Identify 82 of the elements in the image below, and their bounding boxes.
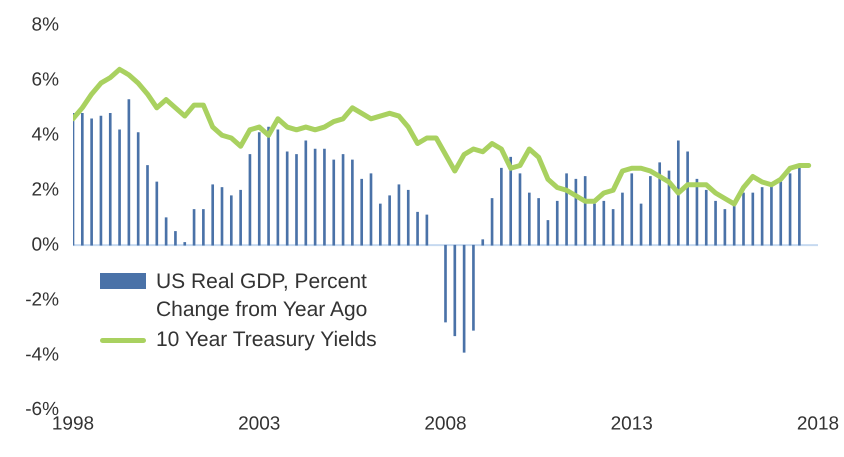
bar	[239, 190, 242, 246]
bar	[621, 192, 624, 246]
bar	[378, 204, 382, 246]
bar	[258, 132, 261, 246]
bar	[500, 168, 503, 246]
bar	[668, 170, 670, 246]
bar	[360, 178, 364, 246]
bar	[760, 187, 764, 246]
bar	[108, 112, 112, 246]
y-tick-label: 4%	[32, 124, 60, 146]
bar	[174, 231, 177, 246]
bar	[118, 129, 121, 246]
x-tick-label: 2008	[424, 414, 467, 435]
bar	[286, 151, 289, 246]
bar	[164, 217, 168, 246]
bar	[80, 112, 84, 246]
bar	[90, 118, 93, 246]
x-tick-label: 2013	[610, 414, 653, 435]
bar	[351, 160, 354, 246]
bar	[602, 200, 606, 246]
bar	[751, 192, 754, 246]
bar	[211, 184, 214, 246]
y-tick-label: -2%	[25, 289, 60, 310]
legend-label: US Real GDP, Percent Change from Year Ago	[156, 269, 368, 323]
bar	[406, 190, 410, 246]
bar	[649, 176, 652, 246]
bar	[724, 209, 726, 246]
legend-label: 10 Year Treasury Yields	[156, 327, 377, 353]
bar	[798, 168, 801, 246]
bar	[128, 99, 130, 246]
bar	[537, 198, 540, 246]
bar	[714, 200, 717, 246]
bar	[444, 244, 447, 322]
bar	[314, 148, 316, 246]
bar	[230, 195, 233, 246]
bar	[742, 192, 745, 246]
y-tick-label: 8%	[32, 14, 60, 36]
bar	[779, 182, 782, 246]
bar	[398, 184, 400, 246]
bar	[295, 154, 298, 246]
y-tick-label: 2%	[32, 179, 60, 200]
bar	[593, 204, 596, 246]
bar	[565, 173, 568, 246]
bar	[155, 182, 158, 246]
bar	[630, 173, 634, 246]
y-tick-label: 0%	[32, 234, 60, 256]
bar	[556, 200, 559, 246]
bar	[183, 242, 186, 246]
y-tick-label: 6%	[32, 70, 60, 91]
bar	[640, 204, 642, 246]
bar	[696, 178, 698, 246]
bar	[490, 198, 494, 246]
bar	[416, 212, 419, 246]
bar	[192, 209, 196, 246]
x-tick-label: 2018	[796, 414, 840, 435]
bar	[481, 239, 484, 246]
bar	[100, 116, 102, 246]
y-tick-label: -4%	[25, 344, 60, 366]
bar	[323, 148, 326, 246]
bar	[342, 154, 344, 246]
bar	[220, 187, 224, 246]
bar	[612, 209, 614, 246]
bar	[528, 192, 531, 246]
bar	[202, 209, 205, 246]
bar	[370, 173, 372, 246]
bar	[518, 173, 522, 246]
bar	[704, 190, 708, 246]
bar	[332, 160, 336, 246]
bar	[453, 244, 456, 336]
bar	[146, 165, 149, 246]
bar	[788, 173, 792, 246]
x-tick-label: 2003	[238, 414, 280, 435]
bar	[462, 244, 466, 353]
bar	[136, 132, 140, 246]
bar	[267, 126, 270, 246]
bar	[472, 244, 475, 331]
bar	[304, 140, 308, 246]
bar	[248, 154, 252, 246]
bar	[388, 195, 391, 246]
bar	[276, 129, 280, 246]
bar	[546, 220, 550, 246]
bar	[426, 214, 428, 246]
